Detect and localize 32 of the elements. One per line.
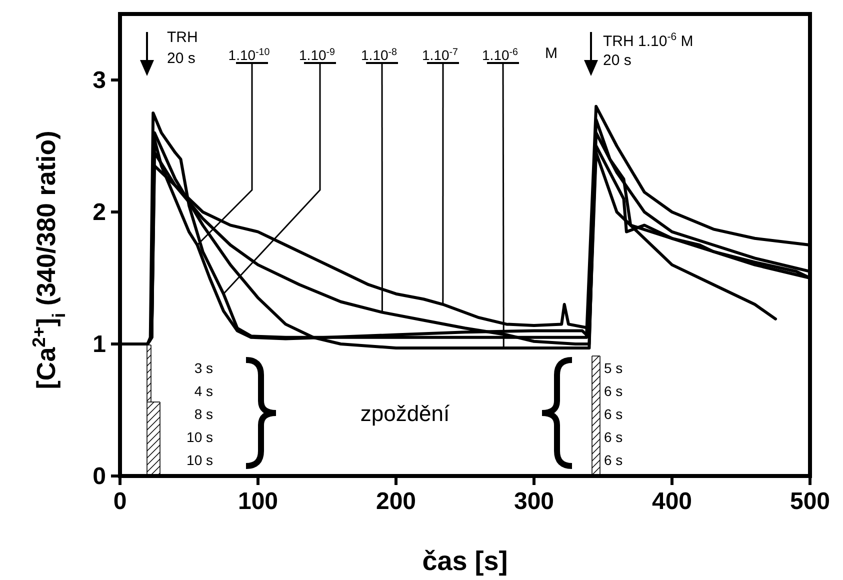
annotation: 1.10$^{-7}$ <box>422 46 458 63</box>
y-tick-label: 3 <box>92 67 106 94</box>
annotation: 10 s <box>186 429 213 445</box>
annotation: 4 s <box>194 383 213 399</box>
annotation: zpoždění <box>360 401 450 426</box>
annotation: 1.10$^{-8}$ <box>361 46 398 63</box>
annotation: 8 s <box>194 406 213 422</box>
annotation: 6 s <box>604 452 623 468</box>
annotation: 1.10$^{-6}$ <box>482 46 519 63</box>
x-tick-label: 200 <box>376 488 416 515</box>
annotation: M <box>545 45 558 62</box>
x-tick-label: 500 <box>790 488 830 515</box>
annotation: 10 s <box>186 452 213 468</box>
annotation: 6 s <box>604 383 623 399</box>
annotation: 6 s <box>604 406 623 422</box>
y-tick-label: 1 <box>92 331 106 358</box>
annotation: 6 s <box>604 429 623 445</box>
x-tick-label: 300 <box>514 488 554 515</box>
annotation: 1.10$^{-10}$ <box>228 46 270 63</box>
x-tick-label: 100 <box>238 488 278 515</box>
annotation: 20 s <box>167 50 196 67</box>
annotation: 1.10$^{-9}$ <box>299 46 335 63</box>
y-tick-label: 2 <box>92 199 106 226</box>
annotation: 5 s <box>604 360 623 376</box>
annotation: 20 s <box>603 52 632 69</box>
annotation: TRH <box>167 29 198 46</box>
annotation: 3 s <box>194 360 213 376</box>
annotation: TRH 1.10$^{-6}$ M <box>603 31 694 50</box>
x-axis-title: čas [s] <box>422 546 508 576</box>
x-tick-label: 400 <box>652 488 692 515</box>
y-tick-label: 0 <box>92 463 106 490</box>
x-tick-label: 0 <box>113 488 127 515</box>
